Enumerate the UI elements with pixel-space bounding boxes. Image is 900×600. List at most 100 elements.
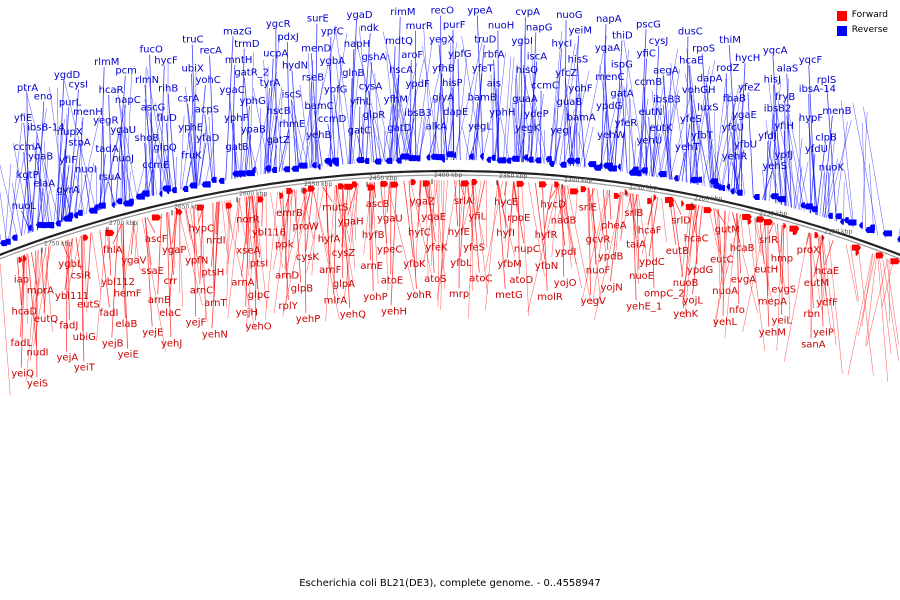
genome-caption: Escherichia coli BL21(DE3), complete gen… [299, 578, 601, 589]
gene-arrow [570, 188, 579, 195]
gene-arrow [302, 187, 308, 194]
forward-gene-label: srlB [624, 208, 643, 219]
forward-gene-label: hyfI [496, 228, 515, 239]
reverse-connector-line [368, 91, 374, 163]
reverse-gene-label: acpS [195, 104, 219, 115]
reverse-gene-line [511, 101, 524, 163]
gene-arrow [804, 203, 813, 210]
forward-gene-label: yfeK [425, 243, 448, 254]
forward-gene-label: hcaE [815, 266, 839, 277]
forward-gene-label: yeiS [27, 378, 48, 389]
forward-connector-line [517, 181, 520, 274]
reverse-gene-label: yfiH [774, 121, 794, 132]
gene-arrow [165, 188, 170, 195]
forward-gene-line [430, 180, 435, 266]
reverse-connector-line [732, 103, 736, 193]
forward-gene-label: taiA [626, 239, 646, 250]
gene-arrow [814, 232, 819, 239]
forward-gene-line [440, 180, 445, 310]
forward-connector-line [722, 210, 726, 316]
gene-arrow [827, 212, 833, 219]
reverse-gene-label: hycI [551, 39, 572, 50]
reverse-connector-line [747, 92, 754, 198]
gene-arrow [539, 181, 547, 188]
reverse-connector-line [393, 104, 402, 162]
forward-gene-label: pheA [601, 221, 627, 232]
reverse-connector-line [84, 174, 91, 213]
reverse-gene-label: recA [200, 45, 223, 56]
gene-arrow [607, 165, 617, 172]
gene-arrow [516, 180, 525, 187]
reverse-gene-label: bamA [567, 112, 596, 123]
reverse-connector-line [497, 30, 500, 161]
reverse-connector-line [554, 48, 562, 165]
reverse-connector-line [681, 123, 691, 182]
reverse-gene-label: yqaB [28, 151, 53, 162]
reverse-gene-label: menH [73, 107, 103, 118]
forward-gene-line [96, 228, 107, 342]
reverse-gene-label: yfdJ [758, 131, 777, 142]
forward-connector-line [713, 208, 721, 254]
reverse-gene-line [128, 171, 131, 202]
reverse-gene-line [41, 154, 49, 229]
forward-gene-label: gcvR [586, 234, 611, 245]
reverse-gene-label: aroF [401, 50, 423, 61]
gene-arrow [776, 196, 786, 203]
reverse-gene-label: truC [182, 35, 203, 46]
reverse-gene-label: rbfA [484, 49, 505, 60]
forward-connector-line [541, 183, 548, 292]
reverse-gene-line [383, 131, 386, 162]
forward-gene-label: nfo [729, 305, 745, 316]
forward-gene-label: cysZ [332, 248, 356, 259]
forward-gene-label: mlrA [324, 295, 348, 306]
reverse-connector-line [690, 95, 693, 184]
forward-gene-line [879, 256, 892, 355]
reverse-gene-label: alaS [777, 63, 798, 74]
forward-connector-line [408, 180, 417, 289]
forward-gene-label: nadB [551, 216, 577, 227]
forward-connector-line [325, 186, 330, 264]
forward-gene-line [684, 204, 696, 319]
backbone-outer [0, 169, 900, 256]
gene-arrow [308, 185, 316, 192]
reverse-gene-label: menB [822, 106, 851, 117]
forward-connector-line [16, 257, 22, 306]
reverse-gene-line [397, 109, 410, 161]
forward-gene-line [776, 225, 783, 352]
forward-gene-label: sanA [801, 339, 826, 350]
forward-gene-line [273, 190, 290, 314]
reverse-gene-label: hisP [442, 78, 462, 89]
forward-gene-label: nuoB [673, 278, 699, 289]
reverse-gene-line [25, 88, 60, 223]
reverse-connector-line [569, 93, 579, 166]
forward-connector-line [781, 225, 785, 315]
forward-gene-line [786, 226, 791, 320]
reverse-gene-label: hycH [735, 53, 760, 64]
reverse-connector-line [706, 83, 715, 189]
reverse-gene-label: rsuA [99, 172, 122, 183]
forward-gene-line [551, 184, 558, 258]
forward-gene-label: yejH [236, 308, 258, 319]
reverse-gene-label: yehT [675, 142, 700, 153]
forward-gene-label: glpA [333, 279, 355, 290]
gene-arrow [244, 170, 255, 177]
gene-arrow [624, 189, 628, 196]
forward-connector-line [67, 239, 70, 320]
forward-gene-line [437, 180, 440, 307]
forward-gene-label: proX [797, 245, 820, 256]
reverse-gene-line [369, 59, 392, 162]
reverse-gene-label: ypfG [448, 49, 472, 60]
reverse-gene-label: yfeS [680, 114, 702, 125]
forward-connector-line [211, 201, 220, 329]
reverse-connector-line [99, 67, 105, 210]
reverse-gene-label: truD [474, 35, 496, 46]
reverse-gene-label: shoB [135, 133, 160, 144]
reverse-gene-label: yehW [597, 130, 625, 141]
reverse-gene-line [568, 70, 590, 166]
forward-gene-line [270, 192, 284, 268]
reverse-gene-line [762, 169, 766, 201]
forward-connector-line [20, 254, 26, 368]
reverse-connector-line [764, 113, 775, 201]
gene-arrow [468, 153, 474, 160]
forward-gene-label: srlA [454, 196, 473, 207]
